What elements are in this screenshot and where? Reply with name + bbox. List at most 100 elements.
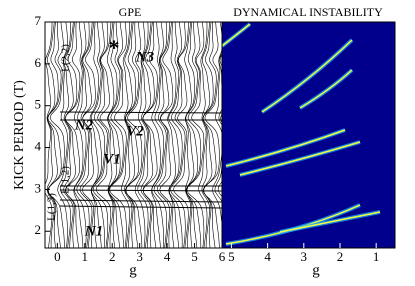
gpe-curve bbox=[140, 22, 152, 248]
gpe-curve bbox=[167, 22, 177, 248]
gpe-curve bbox=[153, 22, 167, 248]
band-core bbox=[239, 141, 361, 176]
gpe-curve bbox=[173, 22, 189, 248]
y-tick-label: 5 bbox=[35, 97, 42, 112]
panel-title: GPE bbox=[119, 5, 142, 19]
gpe-curve bbox=[64, 22, 78, 248]
x-tick-label: 0 bbox=[54, 249, 61, 264]
gpe-curve bbox=[168, 22, 180, 248]
y-tick-label: 3 bbox=[35, 180, 42, 195]
gpe-curve bbox=[90, 22, 105, 248]
gpe-curve bbox=[107, 22, 115, 248]
gpe-curve bbox=[95, 22, 112, 248]
x-tick-label: 2 bbox=[109, 249, 116, 264]
gpe-curve bbox=[64, 22, 81, 248]
annotation: L(2,2) bbox=[60, 44, 72, 72]
gpe-curve bbox=[202, 22, 214, 248]
band-core bbox=[261, 39, 353, 113]
gpe-curve bbox=[73, 22, 84, 248]
x-tick-label: 6 bbox=[219, 249, 226, 264]
annotation: L(1,2) bbox=[60, 166, 72, 194]
gpe-curve bbox=[57, 22, 68, 248]
gpe-curve bbox=[76, 22, 90, 248]
gpe-curve bbox=[184, 22, 192, 248]
gpe-curve bbox=[156, 22, 171, 248]
x-axis-label: g bbox=[129, 262, 137, 278]
y-tick-label: 2 bbox=[35, 222, 42, 237]
gpe-curve bbox=[73, 22, 87, 248]
annotation: N3 bbox=[135, 49, 155, 65]
gpe-curve bbox=[202, 22, 217, 248]
x-tick-label: 5 bbox=[228, 249, 235, 264]
x-tick-label: 3 bbox=[136, 249, 143, 264]
gpe-curve bbox=[46, 22, 59, 248]
x-tick-label: 1 bbox=[82, 249, 89, 264]
y-tick-label: 6 bbox=[35, 55, 42, 70]
gpe-band bbox=[59, 189, 222, 192]
y-tick-label: 4 bbox=[35, 139, 42, 154]
gpe-curve bbox=[89, 22, 99, 248]
gpe-curve bbox=[168, 22, 183, 248]
gpe-curve bbox=[60, 22, 71, 248]
gpe-curve bbox=[45, 22, 53, 248]
gpe-curve bbox=[109, 22, 127, 248]
band-core bbox=[225, 129, 346, 167]
gpe-curve bbox=[107, 22, 124, 248]
x-tick-label: 2 bbox=[337, 249, 344, 264]
gpe-curve bbox=[81, 22, 96, 248]
gpe-band bbox=[59, 205, 222, 209]
panel-title: DYNAMICAL INSTABILITY bbox=[233, 5, 383, 19]
x-axis-label: g bbox=[312, 262, 320, 278]
x-tick-label: 3 bbox=[301, 249, 308, 264]
annotation: N2 bbox=[74, 117, 94, 133]
gpe-curve bbox=[185, 22, 199, 248]
band-core bbox=[299, 69, 353, 109]
y-tick-label: 7 bbox=[35, 13, 42, 28]
gpe-curve bbox=[90, 22, 102, 248]
gpe-curve bbox=[46, 22, 56, 248]
gpe-curve bbox=[125, 22, 139, 248]
gpe-curve bbox=[63, 22, 74, 248]
gpe-curve bbox=[142, 22, 155, 248]
gpe-curve bbox=[47, 22, 62, 248]
band-core bbox=[222, 23, 251, 47]
gpe-curve bbox=[142, 22, 158, 248]
gpe-curve bbox=[124, 22, 133, 248]
gpe-curve bbox=[137, 22, 149, 248]
gpe-curve bbox=[185, 22, 202, 248]
gpe-curve bbox=[151, 22, 164, 248]
gpe-curve bbox=[217, 54, 222, 197]
gpe-curve bbox=[186, 22, 205, 248]
y-axis-label: KICK PERIOD (T) bbox=[12, 80, 27, 190]
gpe-curve bbox=[184, 22, 195, 248]
gpe-curve bbox=[107, 22, 118, 248]
gpe-curve bbox=[151, 22, 161, 248]
gpe-curve bbox=[47, 22, 65, 248]
gpe-curve bbox=[201, 22, 211, 248]
gpe-curve bbox=[79, 22, 93, 248]
right-frame bbox=[221, 21, 396, 249]
gpe-curve bbox=[198, 22, 208, 248]
x-tick-label: 1 bbox=[373, 249, 380, 264]
gpe-curve bbox=[107, 22, 121, 248]
annotation: L(1,3) bbox=[46, 193, 58, 221]
gpe-curve bbox=[214, 52, 222, 202]
gpe-curve bbox=[159, 22, 174, 248]
gpe-band bbox=[59, 199, 222, 203]
band-core bbox=[279, 211, 381, 233]
annotation: N1 bbox=[84, 223, 103, 239]
gpe-curve bbox=[124, 22, 136, 248]
gpe-curve bbox=[212, 22, 222, 248]
instability-bands bbox=[222, 22, 381, 246]
gpe-curve bbox=[170, 22, 186, 248]
annotation: V2 bbox=[126, 123, 144, 139]
gpe-curve bbox=[202, 22, 220, 248]
gpe-band bbox=[59, 111, 222, 114]
gpe-curve bbox=[121, 22, 130, 248]
instability-background bbox=[222, 22, 395, 248]
gpe-curves bbox=[45, 22, 222, 248]
gpe-curve bbox=[124, 22, 143, 248]
x-tick-label: 4 bbox=[264, 249, 271, 264]
gpe-curve bbox=[92, 22, 109, 248]
